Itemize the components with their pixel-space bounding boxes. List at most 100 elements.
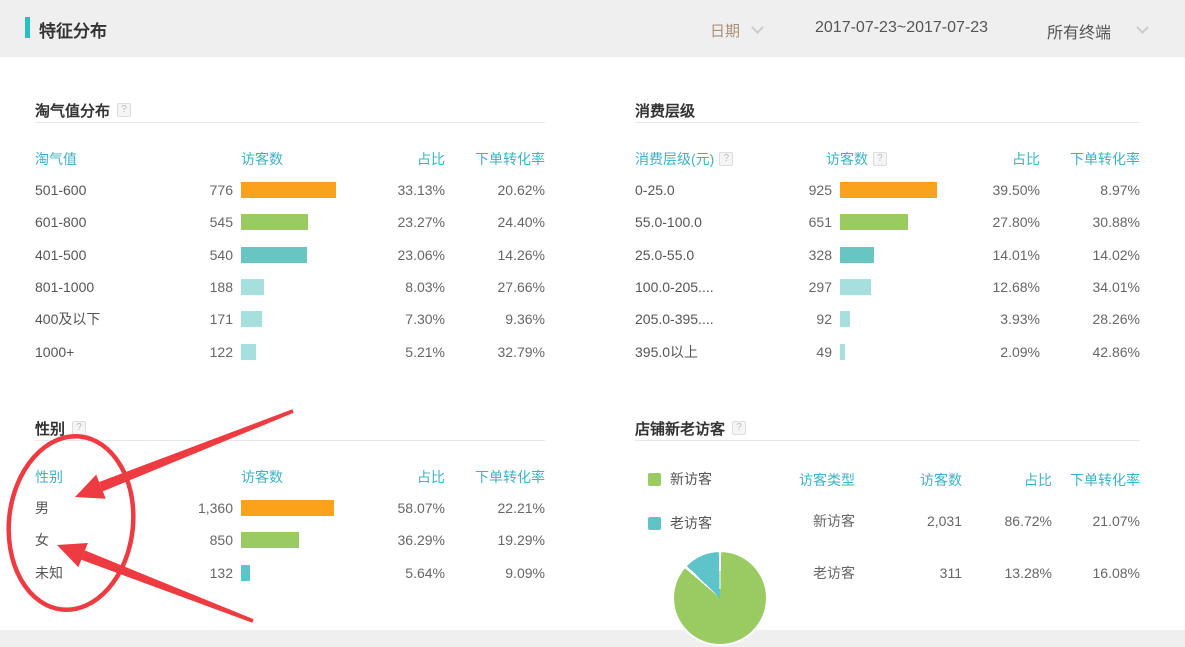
legend-item-new-visitor: 新访客: [648, 469, 712, 489]
question-mark-icon[interactable]: ?: [117, 103, 132, 117]
share-pct: 13.28%: [1004, 565, 1052, 581]
share-pct: 33.13%: [397, 182, 445, 199]
question-mark-icon[interactable]: ?: [719, 152, 734, 166]
panel-title-row: 消费层级: [635, 97, 695, 123]
share-pct: 12.68%: [992, 279, 1040, 296]
visitors-bar: [840, 343, 845, 360]
row-label: 395.0以上: [635, 343, 699, 360]
visitors-bar: [840, 182, 937, 199]
row-label: 601-800: [35, 214, 87, 231]
panel-title: 消费层级: [635, 102, 696, 120]
share-pct: 14.01%: [992, 246, 1040, 263]
table-row: 1000+ 122 5.21% 32.79%: [35, 335, 545, 367]
panel-title-row: 店铺新老访客 ?: [635, 415, 747, 441]
visitors-bar: [840, 279, 871, 296]
conversion-pct: 42.86%: [1092, 343, 1140, 360]
share-pct: 5.64%: [405, 564, 445, 581]
column-header-row: 性别 访客数 占比 下单转化率: [35, 467, 545, 487]
table-row: 395.0以上 49 2.09% 42.86%: [635, 335, 1140, 367]
conversion-pct: 34.01%: [1092, 279, 1140, 296]
bar-cell: [233, 500, 355, 517]
col-header-visitors: 访客数?: [818, 149, 936, 169]
row-label: 25.0-55.0: [635, 246, 695, 263]
conversion-pct: 19.29%: [497, 532, 545, 549]
divider: [35, 122, 545, 123]
visitors-bar: [241, 311, 262, 328]
table-row: 55.0-100.0 651 27.80% 30.88%: [635, 206, 1140, 238]
table-row: 新访客 2,031 86.72% 21.07%: [683, 511, 1140, 531]
divider: [35, 440, 545, 441]
table-row: 100.0-205.... 297 12.68% 34.01%: [635, 271, 1140, 303]
table-row: 400及以下 171 7.30% 9.36%: [35, 303, 545, 335]
panel-title: 淘气值分布: [35, 102, 111, 120]
legend-label: 新访客: [670, 471, 712, 487]
share-pct: 5.21%: [405, 343, 445, 360]
col-header-conversion: 下单转化率: [475, 151, 545, 167]
visitors-bar: [241, 500, 334, 517]
visitors-count: 188: [209, 279, 233, 296]
table-row: 25.0-55.0 328 14.01% 14.02%: [635, 239, 1140, 271]
visitors-count: 311: [939, 565, 962, 581]
question-mark-icon[interactable]: ?: [72, 421, 87, 435]
visitors-count: 540: [209, 246, 233, 263]
visitors-count: 171: [209, 311, 233, 328]
visitors-count: 2,031: [926, 513, 962, 529]
visitors-count: 850: [209, 532, 233, 549]
date-range-value[interactable]: 2017-07-23~2017-07-23: [815, 19, 989, 36]
visitors-bar: [241, 343, 256, 360]
table-row: 未知 132 5.64% 9.09%: [35, 557, 545, 589]
chevron-down-icon[interactable]: [751, 21, 764, 34]
col-header-conversion: 下单转化率: [475, 469, 545, 485]
conversion-pct: 14.26%: [497, 246, 545, 263]
row-label: 401-500: [35, 246, 87, 263]
visitors-count: 1,360: [197, 500, 233, 517]
legend-swatch: [648, 516, 661, 530]
visitors-count: 92: [816, 311, 832, 328]
share-pct: 58.07%: [397, 500, 445, 517]
chevron-down-icon[interactable]: [1136, 21, 1149, 34]
row-label: 女: [35, 532, 49, 549]
visitors-bar: [241, 214, 308, 231]
table-row: 801-1000 188 8.03% 27.66%: [35, 271, 545, 303]
bar-cell: [832, 246, 950, 263]
table-body: 0-25.0 925 39.50% 8.97% 55.0-100.0 651 27.80% 3…: [635, 174, 1140, 368]
question-mark-icon[interactable]: ?: [732, 421, 747, 435]
legend-swatch: [648, 472, 661, 486]
visitors-bar: [241, 279, 264, 296]
row-label: 501-600: [35, 182, 87, 199]
share-pct: 86.72%: [1004, 513, 1052, 529]
terminal-filter[interactable]: 所有终端: [1047, 25, 1112, 42]
question-mark-icon[interactable]: ?: [873, 152, 887, 166]
col-header-label: 访客数: [826, 151, 868, 167]
table-row: 601-800 545 23.27% 24.40%: [35, 206, 545, 238]
bar-cell: [233, 182, 355, 199]
table-body: 501-600 776 33.13% 20.62% 601-800 545 23.27% 24…: [35, 174, 545, 368]
visitor-type: 新访客: [813, 513, 855, 529]
pie-chart: [674, 552, 766, 644]
bar-cell: [832, 214, 950, 231]
bar-cell: [233, 532, 355, 549]
share-pct: 36.29%: [397, 532, 445, 549]
share-pct: 27.80%: [992, 214, 1040, 231]
conversion-pct: 16.08%: [1092, 565, 1140, 581]
visitors-count: 651: [808, 214, 832, 231]
panel-title: 店铺新老访客: [635, 420, 726, 438]
conversion-pct: 8.97%: [1100, 182, 1140, 199]
row-label: 1000+: [35, 343, 75, 360]
conversion-pct: 32.79%: [497, 343, 545, 360]
row-label: 未知: [35, 564, 63, 581]
table-row: 0-25.0 925 39.50% 8.97%: [635, 174, 1140, 206]
col-header-share: 占比: [1012, 151, 1040, 167]
date-filter-label[interactable]: 日期: [710, 23, 741, 40]
title-accent-bar: [25, 17, 30, 38]
conversion-pct: 9.09%: [505, 564, 545, 581]
conversion-pct: 28.26%: [1092, 311, 1140, 328]
panel-title-row: 性别 ?: [35, 415, 87, 441]
conversion-pct: 22.21%: [497, 500, 545, 517]
page-title: 特征分布: [39, 22, 107, 41]
table-body: 男 1,360 58.07% 22.21% 女 850 36.29% 19.29% 未知 132 5…: [35, 492, 545, 589]
bar-cell: [233, 564, 355, 581]
column-header-row: 消费层级(元)? 访客数? 占比 下单转化率: [635, 149, 1140, 169]
row-label: 400及以下: [35, 311, 101, 328]
visitors-count: 122: [209, 343, 233, 360]
